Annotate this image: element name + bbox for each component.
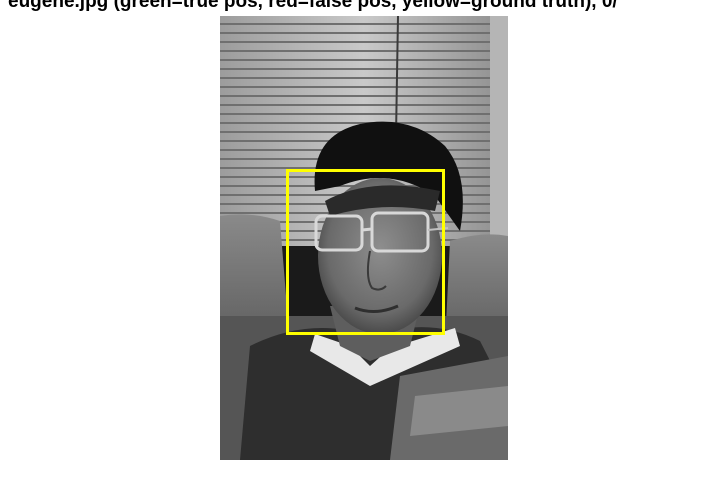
ground-truth-box	[286, 169, 445, 335]
grayscale-photo	[220, 16, 508, 460]
figure-title: eugene.jpg (green=true pos, red=false po…	[8, 0, 618, 12]
